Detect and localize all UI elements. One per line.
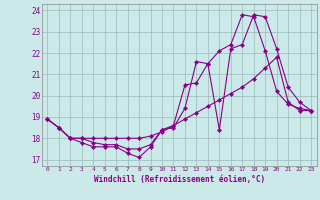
X-axis label: Windchill (Refroidissement éolien,°C): Windchill (Refroidissement éolien,°C) <box>94 175 265 184</box>
